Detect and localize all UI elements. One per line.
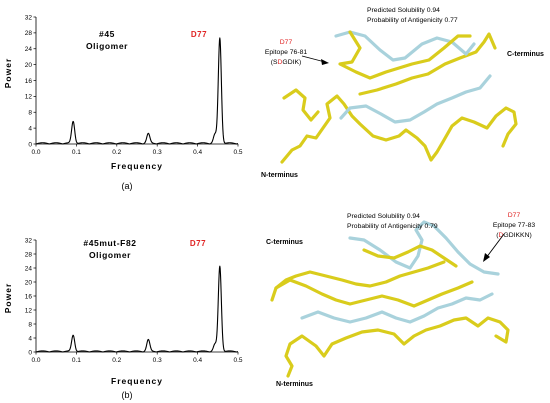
y-tick-label-b-5: 20 xyxy=(25,279,33,286)
backbone-trace-b1 xyxy=(284,316,510,378)
backbone-trace-a1 xyxy=(280,94,518,164)
epitope-label-a: Epitope 76-81 xyxy=(265,49,308,56)
x-axis-label-b: Frequency xyxy=(111,376,163,386)
n-terminus-label-b: N-terminus xyxy=(276,381,313,388)
epitope-label-b: Epitope 77-83 xyxy=(493,222,536,229)
y-tick-label-a-0: 0 xyxy=(28,141,32,148)
power-spectrum-chart-a: Power Frequency #45 Oligomer D77 (a) 0 4 8… xyxy=(3,14,243,191)
protein-structure-a: Predicted Solubility 0.94 Probability of… xyxy=(261,7,544,179)
solubility-text-b: Predicted Solubility 0.94 xyxy=(347,213,420,220)
seq-post-b: GDIKKN) xyxy=(503,232,531,239)
peak-label-b: D77 xyxy=(190,239,206,248)
y-tick-label-a-3: 12 xyxy=(25,94,33,101)
y-tick-label-a-6: 24 xyxy=(25,46,33,53)
seq-post-a: GDIK) xyxy=(282,59,301,66)
y-tick-label-a-2: 8 xyxy=(28,110,32,117)
backbone-trace-a2 xyxy=(339,74,492,124)
y-tick-label-b-4: 16 xyxy=(25,293,33,300)
seq-red-a: D xyxy=(278,59,283,66)
y-tick-label-b-3: 12 xyxy=(25,307,33,314)
x-tick-label-b-3: 0.3 xyxy=(153,357,162,364)
y-tick-label-a-7: 28 xyxy=(25,30,33,37)
backbone-trace-a4 xyxy=(282,88,320,122)
epitope-arrow-b xyxy=(485,233,505,259)
x-tick-label-b-0: 0.0 xyxy=(31,357,40,364)
residue-label-b: D77 xyxy=(508,212,521,219)
x-tick-label-b-1: 0.1 xyxy=(72,357,81,364)
backbone-trace-b2 xyxy=(300,292,494,324)
x-tick-label-a-2: 0.2 xyxy=(112,149,121,156)
x-tick-label-b-5: 0.5 xyxy=(233,357,242,364)
protein-backbone-a xyxy=(280,30,518,164)
chart-title-b-line2: Oligomer xyxy=(89,250,131,260)
residue-label-a: D77 xyxy=(280,39,293,46)
y-tick-label-b-1: 4 xyxy=(28,335,32,342)
x-tick-label-a-4: 0.4 xyxy=(193,149,202,156)
chart-title-b-line1: #45mut-F82 xyxy=(83,238,136,248)
backbone-trace-a5 xyxy=(334,30,476,62)
backbone-trace-a6 xyxy=(338,30,472,80)
spectrum-line-b xyxy=(35,265,239,353)
y-tick-label-a-8: 32 xyxy=(25,14,33,21)
y-tick-label-b-0: 0 xyxy=(28,349,32,356)
x-tick-label-a-0: 0.0 xyxy=(31,149,40,156)
backbone-trace-a3 xyxy=(358,32,497,96)
solubility-text-a: Predicted Solubility 0.94 xyxy=(367,7,440,14)
epitope-arrowhead-b xyxy=(483,253,490,262)
peak-label-a: D77 xyxy=(191,30,207,39)
y-tick-label-b-8: 32 xyxy=(25,237,33,244)
spectrum-line-a xyxy=(35,37,239,145)
y-tick-label-a-5: 20 xyxy=(25,62,33,69)
c-terminus-label-b: C-terminus xyxy=(266,239,303,246)
panel-label-b: (b) xyxy=(122,390,133,400)
seq-open-a: ( xyxy=(271,59,274,66)
x-tick-label-a-5: 0.5 xyxy=(233,149,242,156)
x-tick-label-a-1: 0.1 xyxy=(72,149,81,156)
c-terminus-label-a: C-terminus xyxy=(507,51,544,58)
y-axis-label-b: Power xyxy=(3,283,13,314)
protein-backbone-b xyxy=(270,220,510,378)
epitope-arrow-a xyxy=(301,55,326,63)
x-tick-label-b-4: 0.4 xyxy=(193,357,202,364)
backbone-trace-b5 xyxy=(348,220,500,276)
backbone-trace-b3 xyxy=(274,278,474,308)
backbone-trace-b4 xyxy=(270,260,446,302)
y-tick-label-a-1: 4 xyxy=(28,125,32,132)
n-terminus-label-a: N-terminus xyxy=(261,172,298,179)
seq-open-b: ( xyxy=(496,232,499,239)
antigenicity-text-b: Probability of Antigenicity 0.79 xyxy=(347,223,438,230)
y-axis-label-a: Power xyxy=(3,58,13,89)
x-tick-label-a-3: 0.3 xyxy=(153,149,162,156)
seq-red-b: D xyxy=(499,232,504,239)
y-tick-label-b-6: 24 xyxy=(25,265,33,272)
x-tick-label-b-2: 0.2 xyxy=(112,357,121,364)
y-tick-label-a-4: 16 xyxy=(25,78,33,85)
antigenicity-text-a: Probability of Antigenicity 0.77 xyxy=(367,17,458,24)
chart-title-a-line2: Oligomer xyxy=(86,41,128,51)
chart-title-a-line1: #45 xyxy=(99,29,115,39)
y-tick-label-b-7: 28 xyxy=(25,251,33,258)
epitope-sequence-b: (DGDIKKN) xyxy=(496,232,532,239)
seq-pre-a: S xyxy=(273,59,278,66)
backbone-trace-b6 xyxy=(362,244,458,268)
y-tick-label-b-2: 8 xyxy=(28,321,32,328)
power-spectrum-chart-b: Power Frequency #45mut-F82 Oligomer D77 … xyxy=(3,237,243,400)
epitope-arrowhead-a xyxy=(321,59,329,65)
panel-label-a: (a) xyxy=(122,181,133,191)
x-axis-label-a: Frequency xyxy=(111,161,163,171)
protein-structure-b: Predicted Solubility 0.94 Probability of… xyxy=(266,212,535,388)
epitope-sequence-a: (SDGDIK) xyxy=(271,59,302,66)
